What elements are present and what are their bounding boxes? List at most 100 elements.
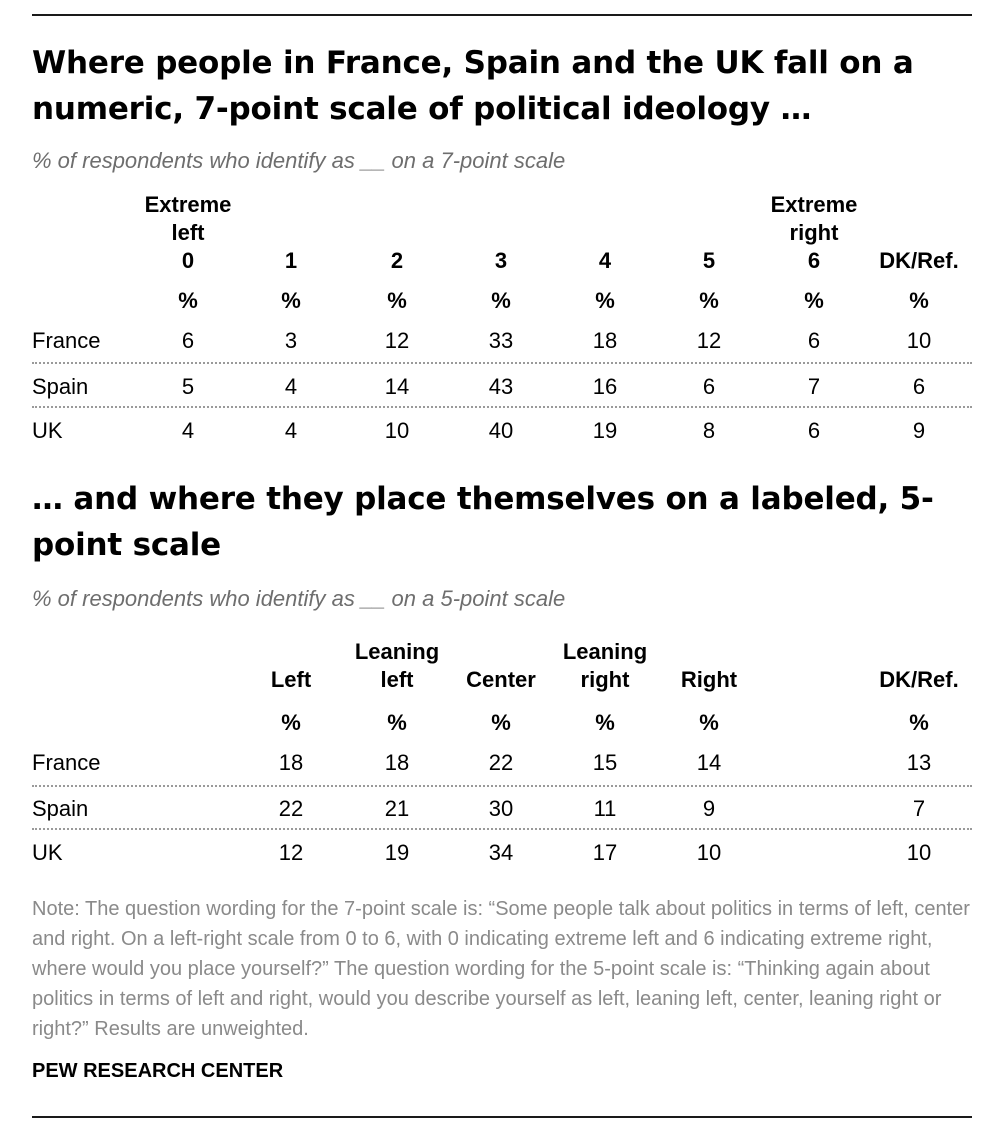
table-cell: 18 bbox=[384, 750, 410, 775]
column-header: 5 bbox=[703, 247, 715, 275]
table-cell: 19 bbox=[384, 840, 410, 865]
column-header-line: Right bbox=[680, 667, 738, 692]
table-cell: 22 bbox=[278, 796, 304, 821]
column-header: Leaning left bbox=[355, 638, 439, 694]
row-label: UK bbox=[32, 418, 63, 443]
table-cell: 8 bbox=[702, 418, 716, 443]
table-cell: 18 bbox=[278, 750, 304, 775]
unit-label: % bbox=[178, 288, 198, 313]
table-cell: 9 bbox=[702, 796, 716, 821]
table-cell: 12 bbox=[696, 328, 722, 353]
table-cell: 33 bbox=[488, 328, 514, 353]
table-cell: 9 bbox=[912, 418, 926, 443]
unit-label: % bbox=[699, 710, 719, 735]
column-header-line: Leaning bbox=[562, 639, 648, 664]
row-separator bbox=[32, 785, 972, 787]
unit-label: % bbox=[699, 288, 719, 313]
table-cell: 4 bbox=[181, 418, 195, 443]
column-header: Extreme left 0 bbox=[145, 191, 232, 275]
table-cell: 6 bbox=[912, 374, 926, 399]
unit-label: % bbox=[387, 288, 407, 313]
column-header-line: Extreme bbox=[144, 192, 232, 217]
unit-label: % bbox=[281, 288, 301, 313]
column-header-line: 2 bbox=[390, 248, 404, 273]
column-header: Leaning right bbox=[563, 638, 647, 694]
table-cell: 6 bbox=[807, 328, 821, 353]
source: PEW RESEARCH CENTER bbox=[32, 1060, 284, 1082]
table-cell: 40 bbox=[488, 418, 514, 443]
subtitle-5-point: % of respondents who identify as __ on a… bbox=[32, 586, 566, 611]
table-cell: 12 bbox=[384, 328, 410, 353]
table-cell: 16 bbox=[592, 374, 618, 399]
table-cell: 15 bbox=[592, 750, 618, 775]
table-cell: 30 bbox=[488, 796, 514, 821]
column-header: 2 bbox=[391, 247, 403, 275]
table-cell: 21 bbox=[384, 796, 410, 821]
column-header: 1 bbox=[285, 247, 297, 275]
column-header-line: Left bbox=[270, 667, 312, 692]
row-label: Spain bbox=[32, 374, 89, 399]
row-label: France bbox=[32, 750, 101, 775]
table-cell: 18 bbox=[592, 328, 618, 353]
column-header: Center bbox=[466, 666, 536, 694]
row-label: France bbox=[32, 328, 101, 353]
column-header-line: right bbox=[789, 220, 839, 245]
column-header-line: 3 bbox=[494, 248, 508, 273]
table-cell: 14 bbox=[384, 374, 410, 399]
row-separator bbox=[32, 828, 972, 830]
table-cell: 17 bbox=[592, 840, 618, 865]
table-cell: 6 bbox=[702, 374, 716, 399]
table-cell: 7 bbox=[912, 796, 926, 821]
column-header: Left bbox=[271, 666, 311, 694]
column-header-line: left bbox=[171, 220, 205, 245]
column-header-line: DK/Ref. bbox=[879, 667, 959, 692]
table-cell: 4 bbox=[284, 374, 298, 399]
table-cell: 14 bbox=[696, 750, 722, 775]
table-cell: 19 bbox=[592, 418, 618, 443]
title-7-point: Where people in France, Spain and the UK… bbox=[32, 45, 914, 127]
column-header-line: 6 bbox=[807, 248, 821, 273]
table-cell: 22 bbox=[488, 750, 514, 775]
table-cell: 34 bbox=[488, 840, 514, 865]
column-header: 3 bbox=[495, 247, 507, 275]
table-cell: 4 bbox=[284, 418, 298, 443]
column-header-line: left bbox=[380, 667, 414, 692]
top-rule bbox=[32, 14, 972, 16]
subtitle-7-point: % of respondents who identify as __ on a… bbox=[32, 148, 566, 173]
column-header: Extreme right 6 bbox=[771, 191, 858, 275]
column-header-line: Leaning bbox=[354, 639, 440, 664]
note: Note: The question wording for the 7-poi… bbox=[32, 898, 970, 1040]
unit-label: % bbox=[804, 288, 824, 313]
unit-label: % bbox=[281, 710, 301, 735]
column-header-line: 5 bbox=[702, 248, 716, 273]
column-header: DK/Ref. bbox=[879, 666, 958, 694]
column-header-line: Center bbox=[466, 667, 536, 692]
unit-label: % bbox=[491, 710, 511, 735]
table-cell: 11 bbox=[593, 796, 617, 821]
column-header: DK/Ref. bbox=[879, 247, 958, 275]
column-header-line: 4 bbox=[598, 248, 612, 273]
row-separator bbox=[32, 362, 972, 364]
table-cell: 10 bbox=[696, 840, 722, 865]
column-header-line: 0 bbox=[181, 248, 195, 273]
column-header-line: DK/Ref. bbox=[879, 248, 959, 273]
unit-label: % bbox=[595, 710, 615, 735]
table-cell: 6 bbox=[807, 418, 821, 443]
row-label: UK bbox=[32, 840, 63, 865]
column-header: 4 bbox=[599, 247, 611, 275]
column-header-line: right bbox=[580, 667, 630, 692]
title-5-point: … and where they place themselves on a l… bbox=[32, 481, 934, 563]
table-cell: 3 bbox=[284, 328, 298, 353]
table-cell: 7 bbox=[807, 374, 821, 399]
table-cell: 10 bbox=[384, 418, 410, 443]
table-cell: 5 bbox=[181, 374, 195, 399]
table-cell: 43 bbox=[488, 374, 514, 399]
table-cell: 10 bbox=[906, 840, 932, 865]
unit-label: % bbox=[387, 710, 407, 735]
table-cell: 6 bbox=[181, 328, 195, 353]
unit-label: % bbox=[491, 288, 511, 313]
row-separator bbox=[32, 406, 972, 408]
unit-label: % bbox=[595, 288, 615, 313]
column-header-line: 1 bbox=[284, 248, 298, 273]
column-header-line: Extreme bbox=[770, 192, 858, 217]
